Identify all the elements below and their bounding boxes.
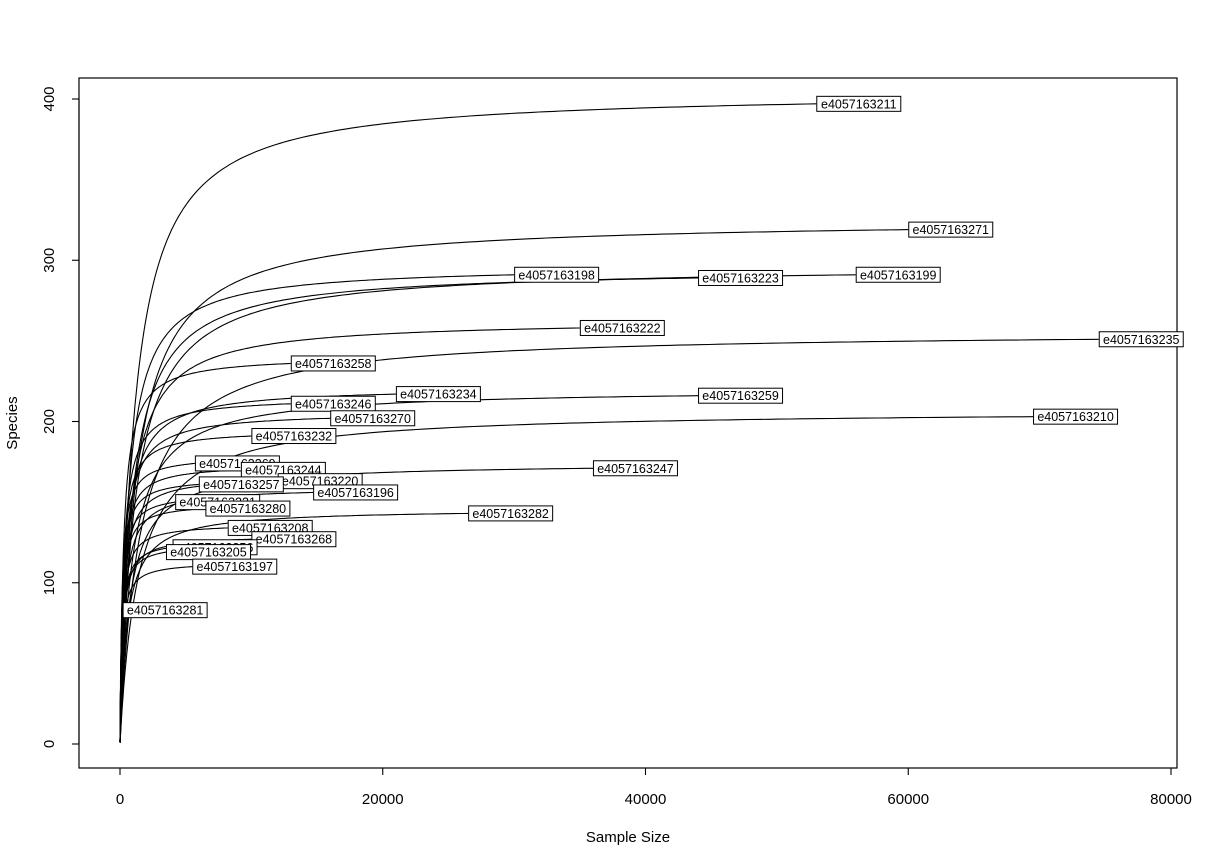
curve-label-text: e4057163205 — [170, 546, 247, 560]
curve-label: e4057163281 — [122, 602, 208, 619]
series-curve — [119, 395, 699, 743]
y-axis: 0 100 200 300 400 — [41, 86, 80, 748]
x-axis-title: Sample Size — [586, 829, 670, 846]
curve-label-box — [251, 428, 337, 445]
x-tick-label: 40000 — [625, 791, 667, 808]
curve-label-text: e4057163196 — [317, 486, 394, 500]
curve-label-text: e4057163259 — [702, 389, 779, 403]
curve-label-box — [330, 410, 416, 427]
curve-label: e4057163197 — [192, 558, 278, 575]
curve-label-box — [698, 387, 784, 404]
curve-label-text: e4057163223 — [702, 271, 779, 285]
curve-label-box — [816, 95, 902, 112]
curve-label-box — [908, 221, 994, 238]
curve-label-box — [592, 460, 678, 477]
curve-label-box — [198, 476, 284, 493]
curve-label: e4057163259 — [698, 387, 784, 404]
curve-label: e4057163246 — [290, 395, 376, 412]
y-tick-label: 300 — [41, 248, 58, 273]
curve-label-box — [698, 269, 784, 286]
curve-label-box — [395, 386, 481, 403]
y-tick-label: 100 — [41, 570, 58, 595]
curve-label-box — [468, 505, 554, 522]
series-curve — [119, 362, 291, 743]
curve-label-text: e4057163257 — [203, 478, 280, 492]
curve-label-box — [1033, 408, 1119, 425]
curve-label-text: e4057163222 — [584, 321, 661, 335]
curve-label-text: e4057163235 — [1103, 333, 1180, 347]
curve-label-text: e4057163199 — [860, 268, 937, 282]
curve-label-text: e4057163271 — [913, 223, 990, 237]
curve-label: e4057163257 — [198, 476, 284, 493]
y-tick-label: 400 — [41, 86, 58, 111]
curve-label-box — [192, 558, 278, 575]
curve-label-text: e4057163270 — [334, 412, 411, 426]
curve-label-box — [579, 319, 665, 336]
curve-label: e4057163222 — [579, 319, 665, 336]
curve-label-text: e4057163234 — [400, 388, 477, 402]
curve-label: e4057163205 — [165, 544, 251, 561]
curve-label-text: e4057163268 — [256, 533, 333, 547]
x-tick-label: 0 — [116, 791, 124, 808]
curve-label-box — [1098, 331, 1184, 348]
series-curve — [119, 566, 193, 743]
x-tick-label: 20000 — [362, 791, 404, 808]
curve-label: e4057163271 — [908, 221, 994, 238]
curve-label-text: e4057163198 — [518, 268, 595, 282]
curve-label: e4057163232 — [251, 428, 337, 445]
series-curve — [119, 512, 469, 743]
curve-label-text: e4057163258 — [295, 357, 372, 371]
series-curve — [119, 103, 817, 743]
curve-label-box — [855, 266, 941, 283]
curve-label: e4057163199 — [855, 266, 941, 283]
x-axis: 0 20000 40000 60000 80000 — [116, 767, 1192, 808]
series-curve — [119, 610, 124, 743]
curve-label: e4057163234 — [395, 386, 481, 403]
curve-label-text: e4057163246 — [295, 397, 372, 411]
curve-label-text: e4057163281 — [127, 604, 204, 618]
curve-label: e4057163196 — [313, 484, 399, 501]
series-curve — [119, 274, 856, 743]
curve-label-text: e4057163280 — [210, 502, 287, 516]
curve-label-text: e4057163282 — [472, 507, 549, 521]
curve-label-box — [205, 500, 291, 517]
curve-label: e4057163258 — [290, 355, 376, 372]
curve-label-text: e4057163247 — [597, 462, 674, 476]
curve-label: e4057163198 — [514, 266, 600, 283]
curve-label: e4057163280 — [205, 500, 291, 517]
x-tick-label: 80000 — [1150, 791, 1192, 808]
curve-group — [119, 103, 1099, 743]
curve-label-text: e4057163197 — [197, 560, 274, 574]
curve-label-box — [514, 266, 600, 283]
curve-label-box — [290, 355, 376, 372]
curve-label: e4057163282 — [468, 505, 554, 522]
y-tick-label: 0 — [41, 740, 58, 748]
curve-label-box — [251, 531, 337, 548]
y-axis-title: Species — [4, 396, 21, 449]
curve-label: e4057163235 — [1098, 331, 1184, 348]
y-tick-label: 200 — [41, 409, 58, 434]
curve-label: e4057163247 — [592, 460, 678, 477]
curve-label-box — [313, 484, 399, 501]
x-tick-label: 60000 — [887, 791, 929, 808]
curve-label: e4057163223 — [698, 269, 784, 286]
curve-label: e4057163210 — [1033, 408, 1119, 425]
curve-label: e4057163268 — [251, 531, 337, 548]
curve-label-text: e4057163232 — [256, 430, 333, 444]
curve-label: e4057163211 — [816, 95, 902, 112]
curve-label-group: e4057163211 e4057163271 e4057163198 e405716… — [122, 95, 1184, 619]
curve-label-text: e4057163210 — [1037, 410, 1114, 424]
curve-label: e4057163270 — [330, 410, 416, 427]
curve-label-box — [122, 602, 208, 619]
curve-label-text: e4057163211 — [821, 97, 897, 111]
